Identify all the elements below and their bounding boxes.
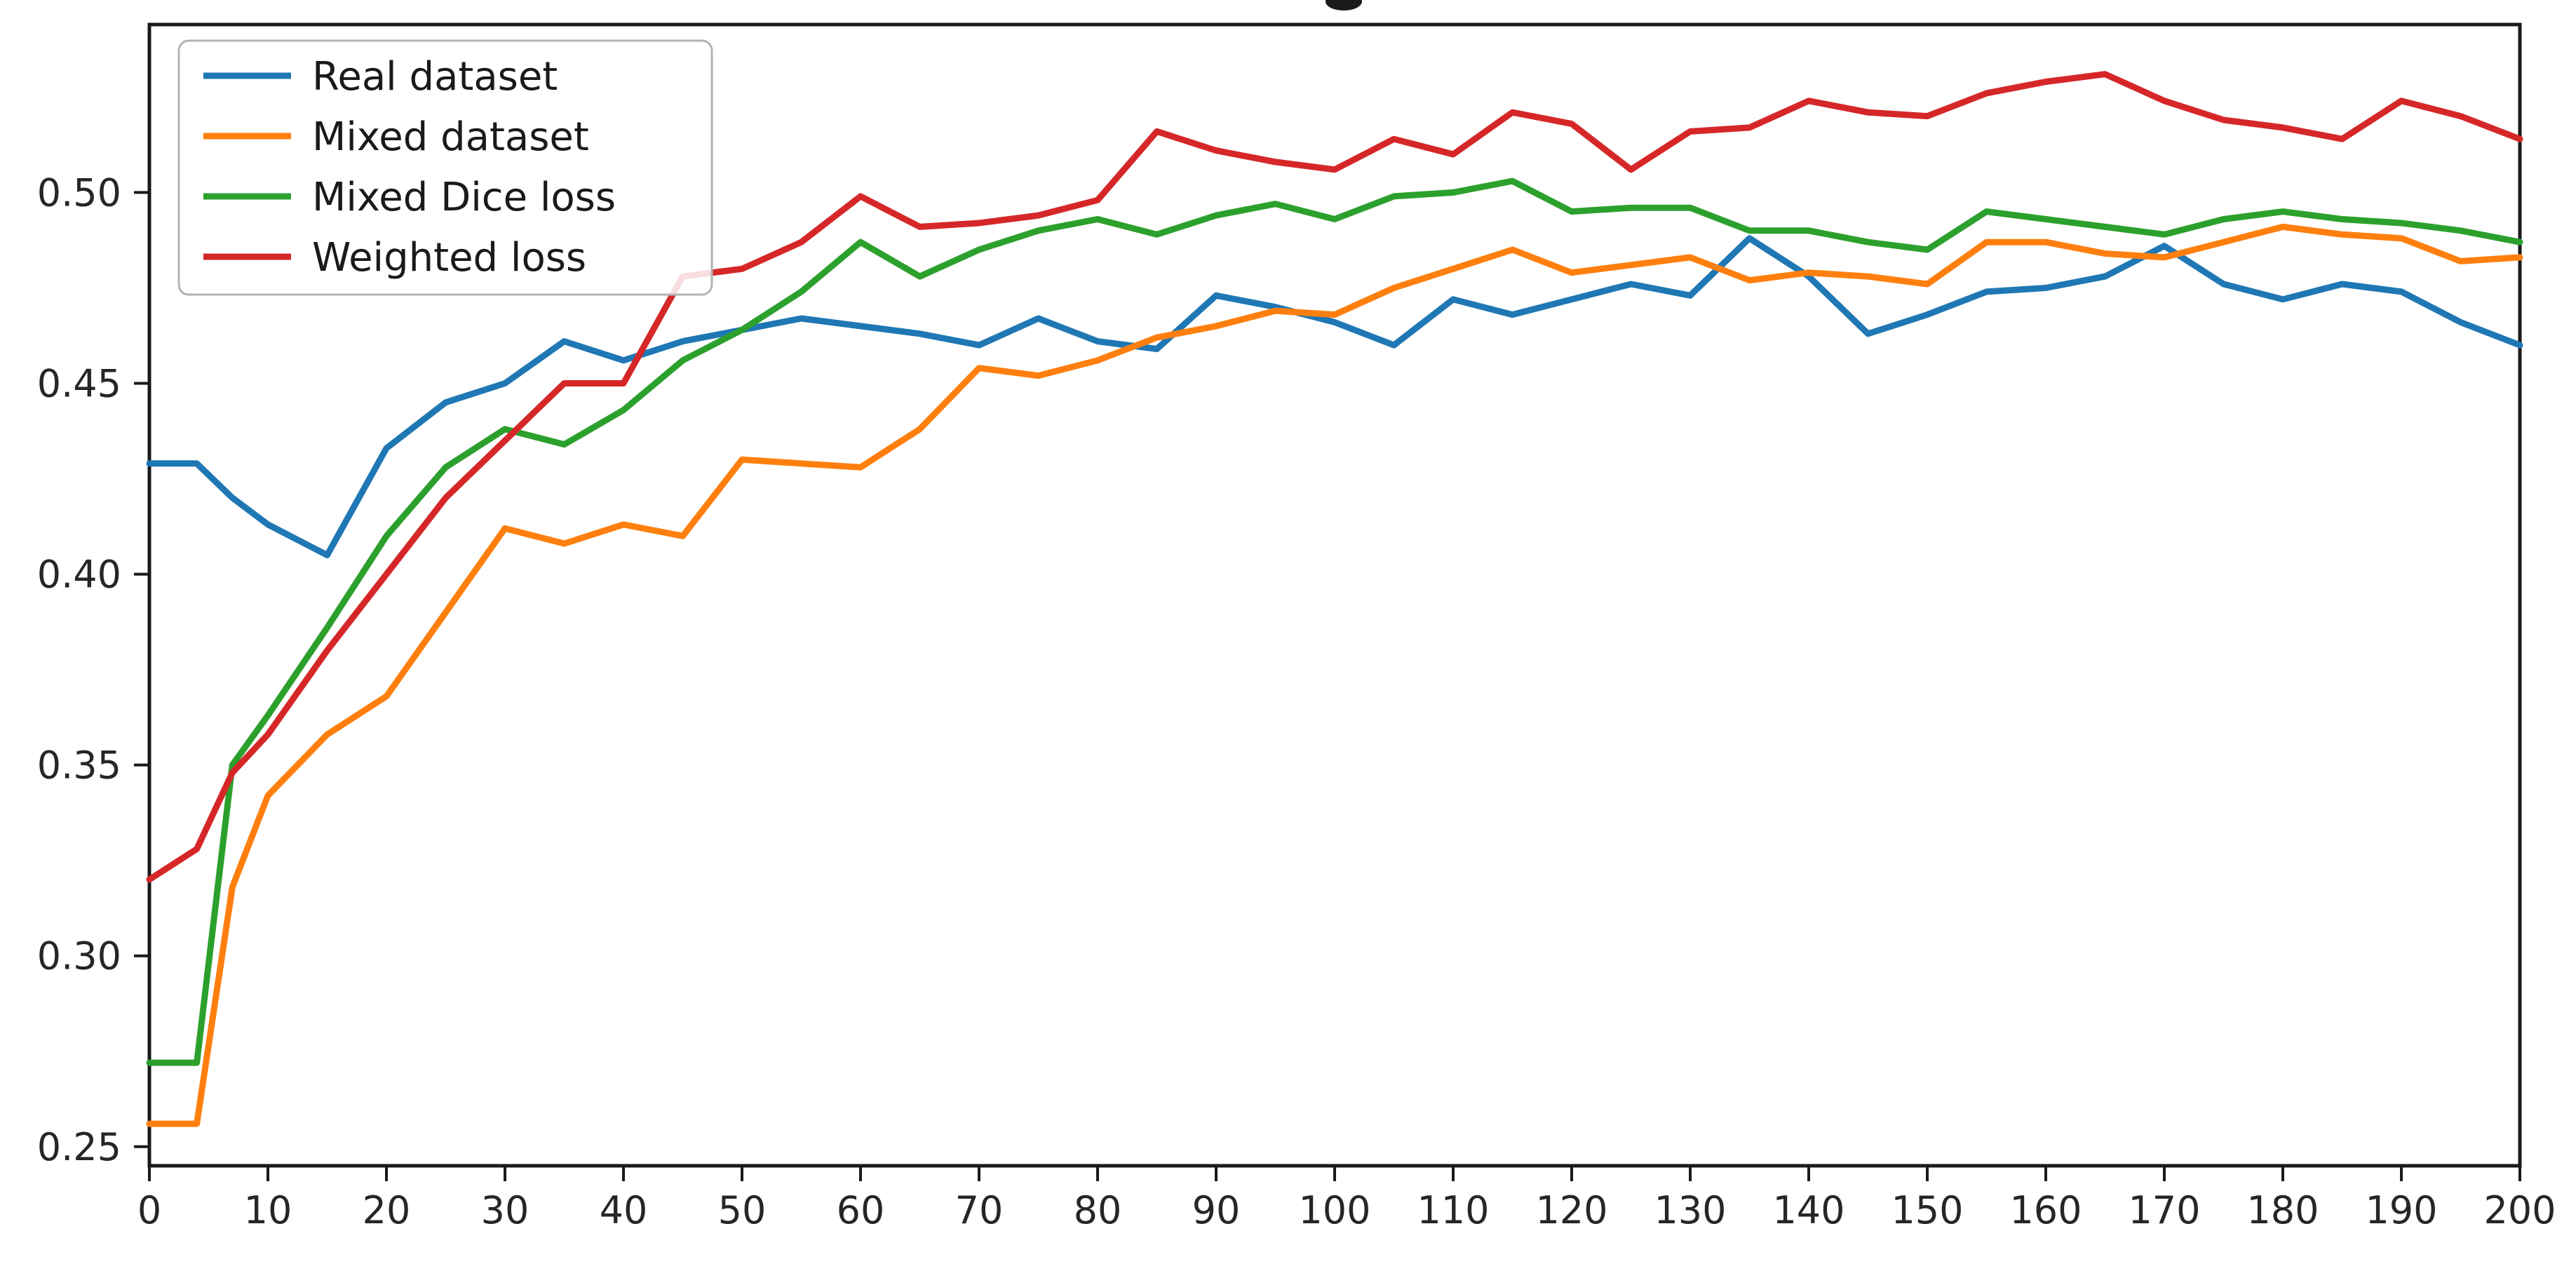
x-tick-label: 60: [837, 1188, 885, 1232]
series-line-mixed-dataset: [146, 223, 2523, 1127]
x-tick-label: 110: [1417, 1188, 1489, 1232]
y-tick-label: 0.40: [37, 553, 121, 597]
x-tick-label: 180: [2246, 1188, 2319, 1232]
x-tick-label: 20: [363, 1188, 411, 1232]
x-tick-label: 30: [481, 1188, 530, 1232]
x-tick-label: 70: [955, 1188, 1004, 1232]
x-tick-label: 10: [244, 1188, 292, 1232]
y-tick-label: 0.45: [37, 361, 121, 405]
legend-label-weighted-loss: Weighted loss: [312, 235, 586, 281]
x-tick-label: 50: [718, 1188, 767, 1232]
x-tick-label: 120: [1535, 1188, 1607, 1232]
series-lines: [146, 71, 2523, 1127]
series-line-weighted-loss: [146, 71, 2523, 883]
y-tick-label: 0.30: [37, 934, 121, 978]
y-tick-label: 0.25: [37, 1125, 121, 1169]
y-axis: 0.25 0.30 0.35 0.40 0.45 0.50: [37, 170, 149, 1169]
x-tick-label: 100: [1298, 1188, 1370, 1232]
legend-label-real-dataset: Real dataset: [312, 54, 558, 100]
y-tick-label: 0.50: [37, 170, 121, 215]
x-tick-label: 170: [2128, 1188, 2200, 1232]
x-tick-label: 150: [1891, 1188, 1963, 1232]
x-tick-label: 200: [2483, 1188, 2556, 1232]
legend-frame: [177, 39, 713, 296]
x-tick-label: 130: [1654, 1188, 1726, 1232]
x-axis: 0 10 20 30 40 50 60 70 80 90 100 110 120 130 140 150 160…: [137, 1166, 2556, 1232]
legend-label-mixed-dice-loss: Mixed Dice loss: [312, 175, 616, 220]
legend-label-mixed-dataset: Mixed dataset: [312, 114, 589, 160]
x-tick-label: 190: [2365, 1188, 2437, 1232]
x-tick-label: 80: [1074, 1188, 1122, 1232]
x-tick-label: 140: [1772, 1188, 1845, 1232]
x-tick-label: 0: [137, 1188, 161, 1232]
y-tick-label: 0.35: [37, 744, 121, 788]
legend: Real dataset Mixed dataset Mixed Dice loss…: [177, 39, 713, 296]
series-line-mixed-dice-loss: [146, 177, 2523, 1066]
x-tick-label: 160: [2009, 1188, 2082, 1232]
x-tick-label: 40: [600, 1188, 648, 1232]
x-tick-label: 90: [1192, 1188, 1241, 1232]
cropped-title-glyph: [1326, 0, 1362, 11]
